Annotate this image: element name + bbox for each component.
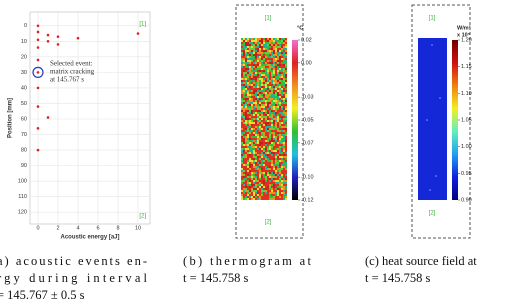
x-tick-label: 0 <box>36 225 39 231</box>
x-axis-label: Acoustic energy [aJ] <box>60 235 119 241</box>
annotation: matrix cracking <box>50 68 95 76</box>
x-tick-label: 6 <box>96 225 99 231</box>
y-tick-label: 50 <box>21 101 27 107</box>
caption: t = 145.758 s <box>183 271 249 285</box>
colorbar-tick-label: -0.07 <box>301 140 314 146</box>
data-point <box>36 58 40 62</box>
end-label: [1] <box>265 16 272 22</box>
data-point <box>56 35 60 38</box>
end-label: [2] <box>139 214 146 220</box>
y-tick-label: 20 <box>21 54 27 60</box>
y-tick-label: 80 <box>21 148 27 154</box>
data-point <box>46 116 50 119</box>
colorbar-tick-label: 0.90 <box>461 197 472 203</box>
y-tick-label: 100 <box>18 179 27 185</box>
data-point <box>36 46 40 49</box>
data-point <box>36 105 40 108</box>
y-tick-label: 60 <box>21 116 27 122</box>
data-point <box>46 40 50 43</box>
end-label: [2] <box>265 220 272 226</box>
end-label: [1] <box>139 22 146 28</box>
data-point <box>36 148 40 152</box>
end-label: [2] <box>429 211 436 217</box>
caption: (c) heat source field at <box>365 254 477 268</box>
y-tick-label: 0 <box>24 23 27 29</box>
data-point <box>36 24 40 28</box>
colorbar-tick-label: 1.10 <box>461 91 472 97</box>
y-tick-label: 90 <box>21 163 27 169</box>
y-tick-label: 120 <box>18 210 27 216</box>
end-label: [1] <box>429 16 436 22</box>
caption: a) acoustic events en- <box>0 254 147 268</box>
y-tick-label: 30 <box>21 70 27 76</box>
caption: rgy during interval <box>0 271 148 285</box>
y-axis-label: Position [mm] <box>8 98 14 138</box>
plot-frame <box>29 11 151 225</box>
y-tick-label: 10 <box>21 39 27 45</box>
x-tick-label: 4 <box>76 225 79 231</box>
data-point <box>56 43 60 46</box>
caption: (b) thermogram at <box>183 254 312 268</box>
caption: t = 145.758 s <box>365 271 431 285</box>
heat-spots <box>426 44 441 191</box>
thermogram-image <box>241 38 287 200</box>
colorbar-tick-label: 1.20 <box>461 37 472 43</box>
data-point <box>36 38 40 42</box>
data-point <box>36 30 40 34</box>
y-tick-label: 40 <box>21 85 27 91</box>
data-point <box>46 33 50 37</box>
colorbar <box>292 40 298 200</box>
colorbar <box>452 40 458 200</box>
data-point <box>76 36 80 40</box>
colorbar-tick-label: 1.15 <box>461 64 472 70</box>
colorbar-tick-label: 0.02 <box>301 37 312 43</box>
x-tick-label: 10 <box>135 225 141 231</box>
colorbar-tick-label: 0.00 <box>301 60 312 66</box>
selected-event <box>32 66 44 78</box>
annotation: Selected event: <box>50 60 93 68</box>
colorbar-tick-label: 0.95 <box>461 171 472 177</box>
colorbar-tick-label: -0.05 <box>301 117 314 123</box>
heat-source-image <box>418 38 447 200</box>
caption: = 145.767 ± 0.5 s <box>0 288 85 302</box>
colorbar-unit: x 10⁵ <box>457 32 471 38</box>
colorbar-tick-label: -0.12 <box>301 197 314 203</box>
y-tick-label: 110 <box>18 194 27 200</box>
annotation: at 145.767 s <box>50 76 84 84</box>
colorbar-tick-label: -0.03 <box>301 95 314 101</box>
data-point <box>36 86 40 90</box>
data-point <box>36 127 40 130</box>
x-tick-label: 8 <box>116 225 119 231</box>
colorbar-tick-label: 1.00 <box>461 144 472 150</box>
specimen-outline <box>411 4 471 239</box>
data-point <box>136 32 140 35</box>
y-tick-label: 70 <box>21 132 27 138</box>
colorbar-unit: °C <box>297 25 303 31</box>
data-point <box>36 71 40 74</box>
colorbar-unit: W/m³ <box>457 24 471 31</box>
colorbar-tick-label: -0.10 <box>301 175 314 181</box>
x-tick-label: 2 <box>56 225 59 231</box>
colorbar-tick-label: 1.05 <box>461 117 472 123</box>
